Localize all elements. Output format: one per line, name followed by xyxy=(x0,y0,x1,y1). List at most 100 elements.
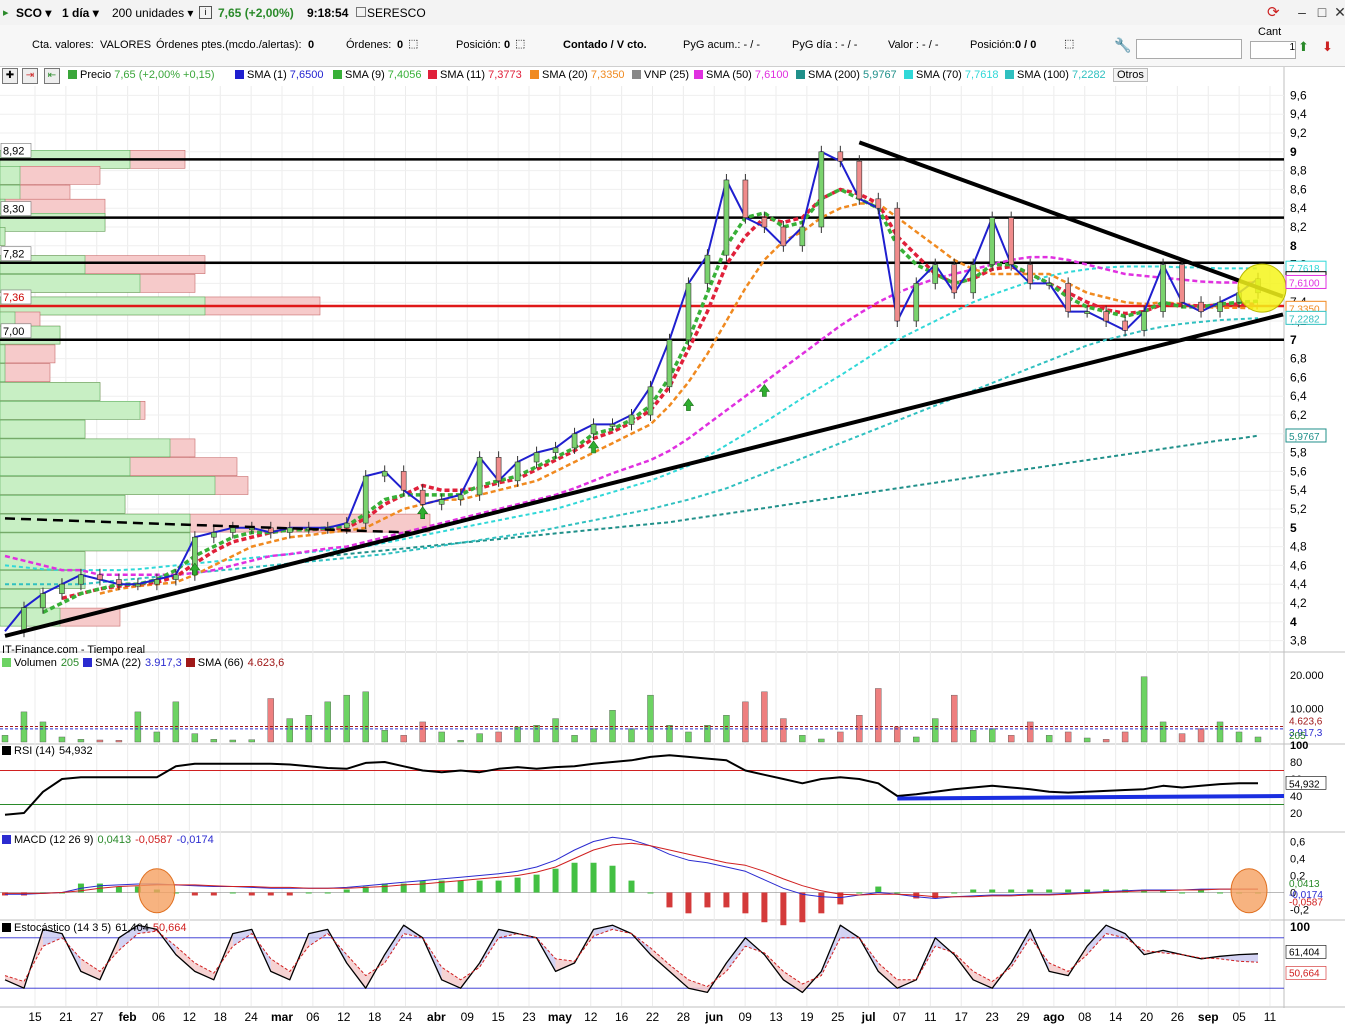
rsi-legend[interactable]: RSI (14) 54,932 xyxy=(2,745,97,757)
volume-legend[interactable]: Volumen 205 SMA (22) 3.917,3 SMA (66) 4.623,6 xyxy=(2,657,288,669)
volume-bar xyxy=(419,721,426,743)
legend-swatch xyxy=(2,923,11,932)
legend-value: 7,3773 xyxy=(488,69,522,81)
symbol-selector[interactable]: SCO ▾ xyxy=(16,6,52,20)
macd-histogram-bar xyxy=(58,892,65,894)
candle xyxy=(1027,264,1033,284)
rsi-line xyxy=(4,754,1258,816)
trendline-bajista-izquierda xyxy=(4,517,410,534)
contado-label[interactable]: Contado / V cto. xyxy=(563,39,647,51)
posicion-edit-icon[interactable]: ⬚ xyxy=(515,38,526,50)
macd-histogram-bar xyxy=(229,892,236,894)
price-level-tag xyxy=(0,246,32,262)
stoch-fill xyxy=(840,925,860,938)
legend-item-sma-50[interactable]: SMA (50) 7,6100 xyxy=(694,69,789,81)
volume-profile-sell-bar xyxy=(0,255,206,274)
volume-bar xyxy=(1045,735,1053,743)
stoch-legend[interactable]: Estocástico (14 3 5) 61,404 50,664 xyxy=(2,922,191,934)
volume-profile-sell-bar xyxy=(0,494,126,514)
y-tick-label: 5,2 xyxy=(1290,502,1307,516)
cta-valores-value[interactable]: VALORES xyxy=(100,39,152,51)
x-tick-label: 24 xyxy=(244,1010,258,1024)
x-tick-label: 12 xyxy=(337,1010,351,1024)
posicion2-edit-icon[interactable]: ⬚ xyxy=(1064,38,1075,50)
close-icon[interactable]: ✕ xyxy=(1334,4,1345,20)
candle xyxy=(514,461,521,482)
stoch-fill xyxy=(308,929,328,947)
import-icon[interactable]: ⇤ xyxy=(44,68,60,84)
macd-histogram-bar xyxy=(210,892,217,896)
volume-bar xyxy=(58,736,66,743)
interval-selector[interactable]: 1 día ▾ xyxy=(62,6,99,20)
account-select[interactable] xyxy=(1136,39,1242,59)
trendline-resistencia xyxy=(858,140,1284,299)
legend-item-sma-20[interactable]: SMA (20) 7,3350 xyxy=(530,69,625,81)
x-tick-label: 22 xyxy=(646,1010,660,1024)
stoch-tag: 50,664 xyxy=(1289,968,1320,979)
volume-bar xyxy=(267,698,274,743)
buy-signal-arrow xyxy=(417,506,429,519)
candle xyxy=(495,456,502,482)
legend-item-sma-11[interactable]: SMA (11) 7,3773 xyxy=(428,69,522,81)
info-icon[interactable]: i xyxy=(199,6,212,19)
volume-bar xyxy=(400,735,407,743)
buy-icon[interactable]: ⬆ xyxy=(1298,39,1309,54)
refresh-icon[interactable]: ⟳ xyxy=(1267,4,1280,21)
macd-tag: 0,0413 xyxy=(1289,879,1320,890)
minimize-icon[interactable]: – xyxy=(1298,4,1306,20)
candle xyxy=(780,226,787,247)
legend-item-sma-9[interactable]: SMA (9) 7,4056 xyxy=(333,69,421,81)
units-selector[interactable]: 200 unidades ▾ xyxy=(112,6,194,20)
candle xyxy=(116,579,122,585)
maximize-icon[interactable]: □ xyxy=(1317,4,1327,20)
legend-item-sma-1[interactable]: SMA (1) 7,6500 xyxy=(235,69,323,81)
x-tick-label: 17 xyxy=(955,1010,969,1024)
volume-bar xyxy=(780,718,787,743)
legend-item-vnp-25[interactable]: VNP (25) xyxy=(632,69,689,81)
candle xyxy=(894,207,901,322)
legend-item-sma-100[interactable]: SMA (100) 7,2282 xyxy=(1005,69,1106,81)
volume-profile-buy-bar xyxy=(0,588,41,608)
x-tick-label: 25 xyxy=(831,1010,845,1024)
y-tick-label: 0,4 xyxy=(1290,854,1305,866)
legend-label: SMA (200) xyxy=(808,69,864,81)
volume-bar xyxy=(20,711,28,743)
macd-legend[interactable]: MACD (12 26 9) 0,0413 -0,0587 -0,0174 xyxy=(2,834,218,846)
macd-histogram-bar xyxy=(970,889,977,893)
y-tick-label: 9,6 xyxy=(1290,88,1307,102)
wrench-icon[interactable]: 🔧 xyxy=(1114,37,1132,53)
otros-button[interactable]: Otros xyxy=(1113,68,1148,82)
macd-signal-line xyxy=(5,842,1258,898)
stoch-fill xyxy=(23,929,43,989)
sell-icon[interactable]: ⬇ xyxy=(1322,39,1333,54)
legend-swatch xyxy=(428,70,437,79)
ordenes-label: Órdenes: xyxy=(346,39,392,51)
volume-tag: 205 xyxy=(1289,731,1306,742)
legend-item-precio[interactable]: Precio 7,65 (+2,00% +0,15) xyxy=(68,69,215,81)
macd-highlight-ellipse xyxy=(138,868,176,914)
legend-swatch xyxy=(68,70,77,79)
macd-legend-v1: 0,0413 xyxy=(97,834,132,846)
series-line-sma-200 xyxy=(308,434,1259,559)
stoch-fill xyxy=(213,933,233,980)
volume-bar xyxy=(818,738,825,743)
x-tick-label: 20 xyxy=(1140,1010,1154,1024)
series-line-sma-100 xyxy=(5,317,1259,586)
rsi-legend-value: 54,932 xyxy=(58,745,93,757)
macd-histogram-bar xyxy=(761,892,768,923)
volume-bar xyxy=(723,715,730,743)
legend-label: VNP (25) xyxy=(644,69,690,81)
volume-profile-sell-bar xyxy=(0,532,191,552)
ordenes-edit-icon[interactable]: ⬚ xyxy=(408,38,419,50)
indicator-legend: ✚ ⇥ ⇤ Precio 7,65 (+2,00% +0,15) SMA (1) … xyxy=(0,67,1285,85)
candle xyxy=(154,579,160,585)
legend-item-sma-200[interactable]: SMA (200) 5,9767 xyxy=(796,69,897,81)
add-indicator-icon[interactable]: ✚ xyxy=(2,68,18,84)
checkbox-icon[interactable] xyxy=(356,7,366,17)
export-icon[interactable]: ⇥ xyxy=(22,68,38,84)
cant-input[interactable]: 1 xyxy=(1250,41,1296,59)
macd-histogram-bar xyxy=(343,889,350,893)
volume-profile-buy-bar xyxy=(0,184,21,204)
legend-item-sma-70[interactable]: SMA (70) 7,7618 xyxy=(904,69,999,81)
y-tick-label: 6,2 xyxy=(1290,408,1307,422)
